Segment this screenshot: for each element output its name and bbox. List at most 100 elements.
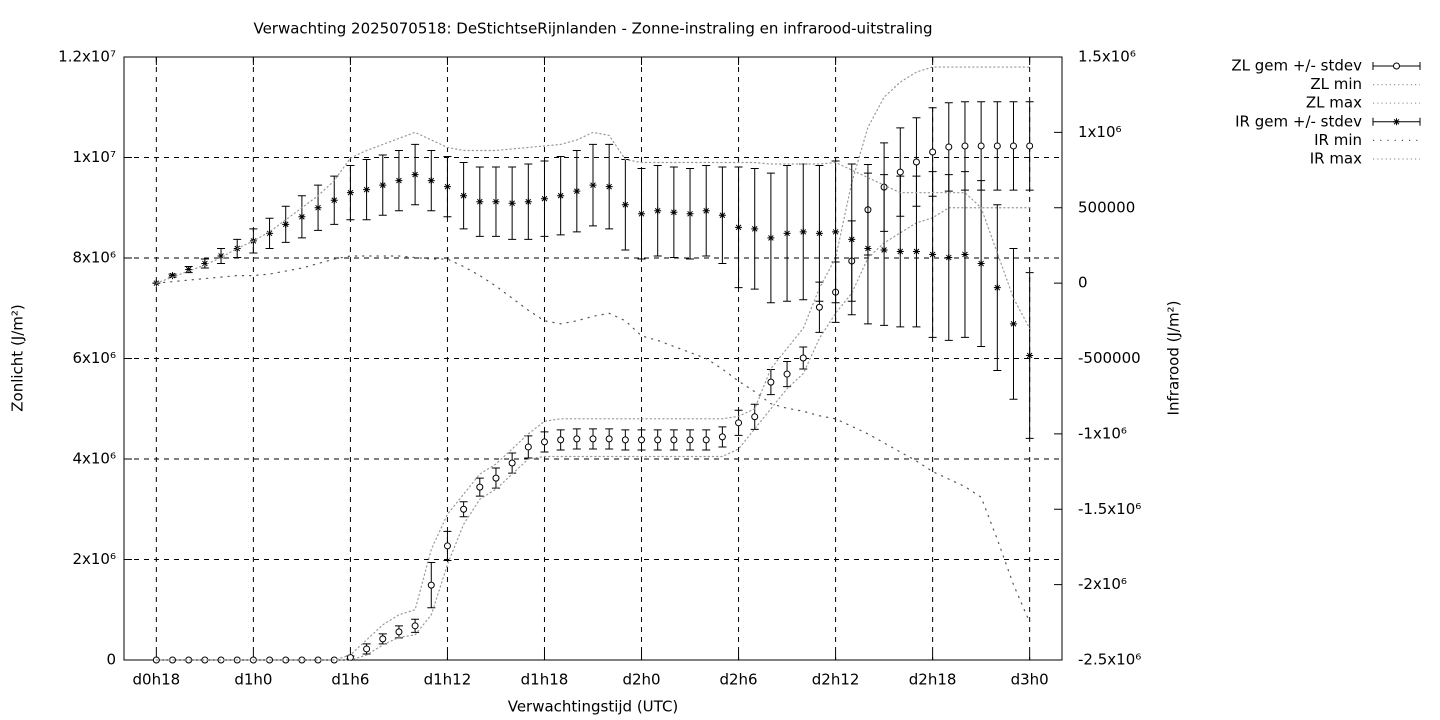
point — [670, 208, 678, 216]
point — [1393, 62, 1400, 70]
point — [589, 181, 597, 189]
point — [411, 622, 419, 630]
point — [282, 220, 290, 228]
point — [330, 196, 338, 204]
point — [540, 195, 548, 203]
point — [638, 210, 646, 218]
point — [654, 207, 662, 215]
point — [815, 303, 823, 311]
point — [848, 235, 856, 243]
point — [783, 229, 791, 237]
point — [540, 438, 548, 446]
point — [670, 436, 678, 444]
point — [735, 223, 743, 231]
legend-label: ZL min — [1310, 75, 1362, 93]
point — [1009, 320, 1017, 328]
point — [379, 635, 387, 643]
y2-tick-label: -1x10⁶ — [1078, 424, 1127, 442]
point — [411, 171, 419, 179]
point — [929, 148, 937, 156]
y-tick-label: 4x10⁶ — [72, 450, 116, 468]
point — [799, 228, 807, 236]
x-tick-label: d1h12 — [424, 671, 472, 689]
y2-tick-label: -500000 — [1078, 349, 1141, 367]
y2-tick-label: -2.5x10⁶ — [1078, 651, 1141, 669]
point — [266, 229, 274, 237]
x-tick-label: d0h18 — [133, 671, 181, 689]
point — [864, 244, 872, 252]
point — [799, 354, 807, 362]
chart-title: Verwachting 2025070518: DeStichtseRijnla… — [253, 20, 932, 38]
y2-tick-label: 0 — [1078, 274, 1088, 292]
point — [912, 247, 920, 255]
series — [155, 131, 1031, 329]
y-axis-label: Zonlicht (J/m²) — [9, 304, 27, 412]
point — [767, 378, 775, 386]
y-tick-label: 2x10⁶ — [72, 550, 116, 568]
point — [912, 158, 920, 166]
point — [557, 192, 565, 200]
x-tick-label: d2h18 — [909, 671, 957, 689]
point — [945, 253, 953, 261]
point — [201, 260, 209, 268]
point — [443, 183, 451, 191]
legend-label: IR min — [1314, 131, 1362, 149]
point — [977, 142, 985, 150]
point — [314, 204, 322, 212]
point — [929, 250, 937, 258]
series — [152, 143, 1034, 439]
point — [961, 142, 969, 150]
point — [1009, 142, 1017, 150]
point — [460, 192, 468, 200]
line — [155, 66, 1031, 661]
point — [638, 436, 646, 444]
point — [621, 201, 629, 209]
line — [155, 131, 1031, 329]
legend-label: ZL max — [1306, 94, 1362, 112]
y-tick-label: 6x10⁶ — [72, 349, 116, 367]
series — [155, 66, 1031, 661]
x-tick-label: d2h12 — [812, 671, 860, 689]
point — [815, 229, 823, 237]
y-tick-label: 1x10⁷ — [72, 148, 116, 166]
point — [621, 436, 629, 444]
y2-tick-label: 500000 — [1078, 198, 1135, 216]
point — [492, 474, 500, 482]
x-tick-label: d1h6 — [331, 671, 369, 689]
series — [152, 101, 1034, 664]
point — [395, 628, 403, 636]
point — [767, 234, 775, 242]
point — [1393, 118, 1400, 126]
point — [654, 436, 662, 444]
legend-label: ZL gem +/- stdev — [1231, 57, 1362, 75]
point — [993, 142, 1001, 150]
point — [298, 213, 306, 221]
point — [508, 459, 516, 467]
point — [751, 225, 759, 233]
point — [686, 436, 694, 444]
y2-tick-label: 1x10⁶ — [1078, 123, 1122, 141]
point — [573, 435, 581, 443]
point — [476, 483, 484, 491]
point — [1026, 142, 1034, 150]
point — [718, 211, 726, 219]
point — [363, 645, 371, 653]
legend-label: IR max — [1310, 150, 1362, 168]
point — [573, 187, 581, 195]
point — [524, 443, 532, 451]
point — [363, 186, 371, 194]
point — [395, 177, 403, 185]
point — [346, 189, 354, 197]
point — [977, 260, 985, 268]
point — [605, 435, 613, 443]
point — [605, 183, 613, 191]
plot-frame — [123, 56, 1063, 661]
point — [185, 266, 193, 274]
point — [702, 436, 710, 444]
point — [718, 433, 726, 441]
point — [427, 177, 435, 185]
point — [379, 181, 387, 189]
x-tick-label: d1h0 — [234, 671, 272, 689]
